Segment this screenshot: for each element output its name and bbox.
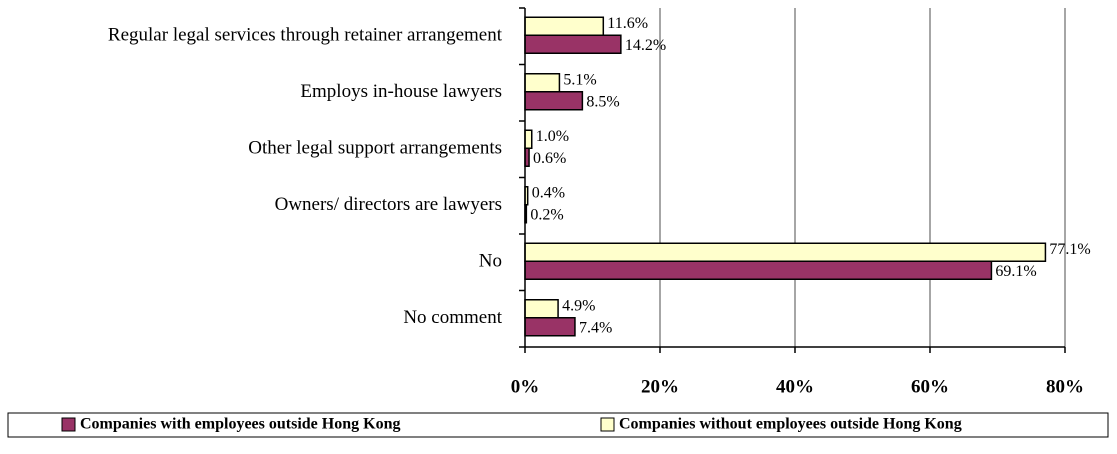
bar — [524, 129, 533, 149]
category-label: Other legal support arrangements — [248, 138, 502, 159]
value-label: 7.4% — [579, 319, 612, 336]
value-label: 11.6% — [607, 15, 648, 32]
category-label: Regular legal services through retainer … — [108, 25, 503, 46]
bar — [524, 91, 584, 111]
bar — [524, 16, 605, 36]
value-label: 1.0% — [536, 128, 569, 145]
legend-label: Companies with employees outside Hong Ko… — [80, 416, 400, 433]
category-label: Employs in-house lawyers — [300, 81, 502, 102]
value-label: 69.1% — [995, 263, 1036, 280]
category-label: No — [479, 251, 502, 272]
bar — [524, 34, 622, 54]
x-tick-label: 0% — [511, 376, 540, 397]
value-label: 0.2% — [530, 206, 563, 223]
value-label: 8.5% — [586, 93, 619, 110]
x-tick-label: 40% — [776, 376, 814, 397]
category-label: No comment — [403, 307, 502, 328]
bar — [524, 317, 576, 337]
legend-swatch — [61, 417, 76, 432]
value-label: 0.6% — [533, 150, 566, 167]
value-label: 0.4% — [532, 184, 565, 201]
value-label: 4.9% — [562, 297, 595, 314]
bar — [524, 73, 561, 93]
bar — [524, 299, 559, 319]
x-tick-label: 20% — [641, 376, 679, 397]
value-label: 14.2% — [625, 37, 666, 54]
legend — [7, 412, 1109, 438]
value-label: 77.1% — [1049, 241, 1090, 258]
x-tick-label: 60% — [911, 376, 949, 397]
value-label: 5.1% — [563, 71, 596, 88]
category-label: Owners/ directors are lawyers — [275, 194, 502, 215]
bar — [524, 242, 1047, 262]
bar — [524, 260, 993, 280]
legend-swatch — [600, 417, 615, 432]
legend-label: Companies without employees outside Hong… — [619, 416, 962, 433]
x-tick-label: 80% — [1046, 376, 1084, 397]
